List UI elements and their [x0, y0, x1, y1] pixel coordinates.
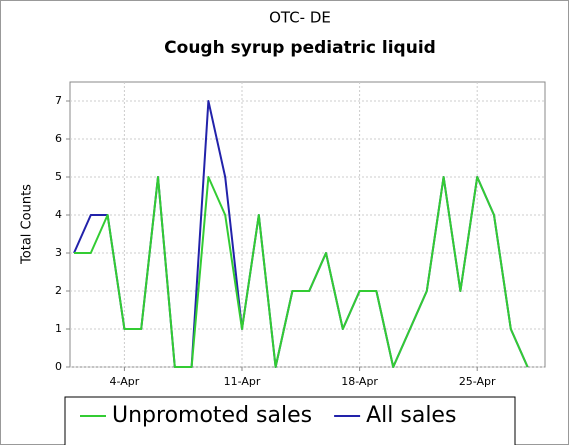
- y-tick-label: 6: [55, 132, 62, 145]
- y-tick-label: 1: [55, 322, 62, 335]
- legend-label: Unpromoted sales: [112, 403, 312, 428]
- y-tick-label: 4: [55, 208, 62, 221]
- y-tick-label: 0: [55, 360, 62, 373]
- x-tick-label: 4-Apr: [110, 375, 140, 388]
- series-line: [74, 176, 529, 368]
- y-tick-label: 7: [55, 94, 62, 107]
- chart-title: OTC- DE: [269, 9, 331, 27]
- plot-area: [69, 81, 546, 368]
- chart-subtitle: Cough syrup pediatric liquid: [164, 38, 436, 58]
- legend-box: [64, 396, 516, 445]
- x-tick-label: 18-Apr: [341, 375, 378, 388]
- y-tick-label: 3: [55, 246, 62, 259]
- x-tick-label: 25-Apr: [459, 375, 496, 388]
- x-tick-label: 11-Apr: [224, 375, 261, 388]
- y-tick-label: 2: [55, 284, 62, 297]
- y-tick-label: 5: [55, 170, 62, 183]
- y-axis-label: Total Counts: [20, 184, 35, 265]
- legend-label: All sales: [366, 403, 456, 428]
